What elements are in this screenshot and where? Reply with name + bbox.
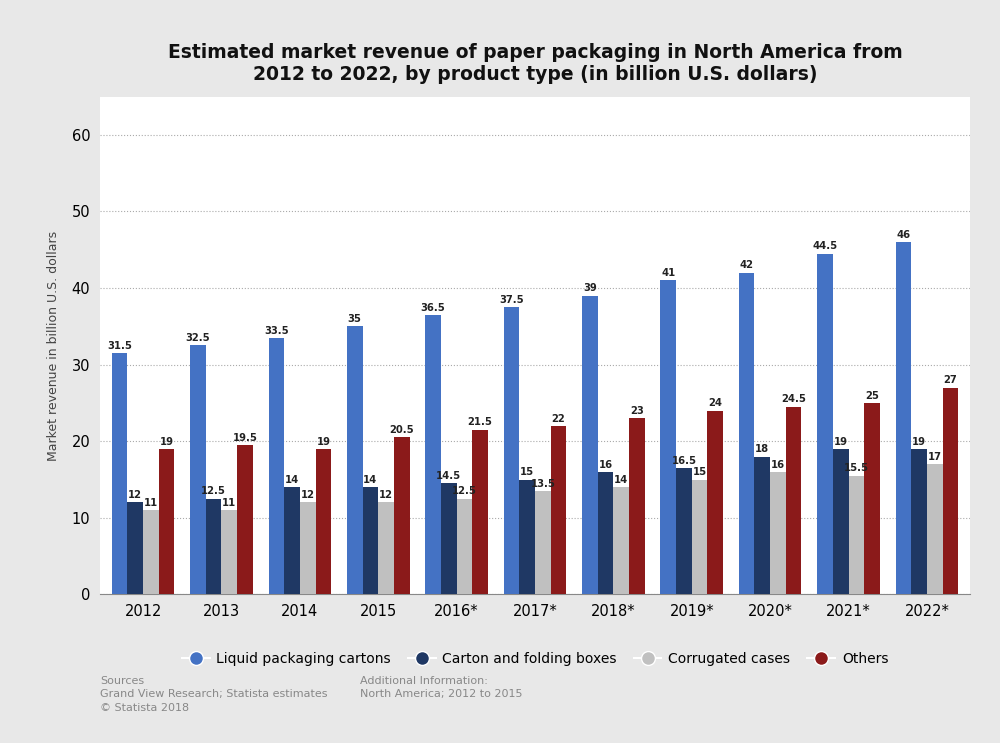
Text: 16: 16: [598, 460, 613, 470]
Text: 12.5: 12.5: [201, 487, 226, 496]
Bar: [770, 472, 786, 594]
Bar: [112, 353, 127, 594]
Bar: [425, 315, 441, 594]
Bar: [190, 345, 206, 594]
Text: 21.5: 21.5: [468, 418, 493, 427]
Bar: [284, 487, 300, 594]
Text: 11: 11: [144, 498, 158, 508]
Bar: [833, 449, 849, 594]
Text: 19.5: 19.5: [233, 432, 257, 443]
Text: 14: 14: [614, 475, 628, 485]
Bar: [221, 510, 237, 594]
Bar: [692, 479, 707, 594]
Bar: [457, 499, 472, 594]
Bar: [519, 479, 535, 594]
Bar: [786, 406, 801, 594]
Text: 17: 17: [928, 452, 942, 462]
Text: 42: 42: [740, 261, 754, 270]
Bar: [864, 403, 880, 594]
Bar: [676, 468, 692, 594]
Bar: [943, 388, 958, 594]
Bar: [849, 476, 864, 594]
Bar: [127, 502, 143, 594]
Bar: [911, 449, 927, 594]
Bar: [598, 472, 613, 594]
Text: 13.5: 13.5: [530, 478, 555, 489]
Legend: Liquid packaging cartons, Carton and folding boxes, Corrugated cases, Others: Liquid packaging cartons, Carton and fol…: [176, 646, 894, 671]
Bar: [817, 253, 833, 594]
Text: 12: 12: [379, 490, 393, 500]
Text: 22: 22: [552, 414, 565, 424]
Text: 39: 39: [583, 283, 597, 293]
Text: 19: 19: [912, 437, 926, 447]
Text: 41: 41: [661, 268, 675, 278]
Text: 35: 35: [348, 314, 362, 324]
Bar: [613, 487, 629, 594]
Text: 44.5: 44.5: [812, 241, 838, 251]
Text: 14: 14: [285, 475, 299, 485]
Text: 12.5: 12.5: [452, 487, 477, 496]
Bar: [378, 502, 394, 594]
Text: 32.5: 32.5: [186, 333, 210, 343]
Bar: [441, 484, 457, 594]
Bar: [660, 280, 676, 594]
Bar: [472, 429, 488, 594]
Bar: [347, 326, 363, 594]
Text: 37.5: 37.5: [499, 295, 524, 305]
Bar: [535, 491, 551, 594]
Text: 27: 27: [944, 375, 957, 386]
Text: 33.5: 33.5: [264, 325, 289, 336]
Text: 19: 19: [160, 437, 174, 447]
Bar: [739, 273, 754, 594]
Bar: [896, 242, 911, 594]
Bar: [707, 411, 723, 594]
Y-axis label: Market revenue in billion U.S. dollars: Market revenue in billion U.S. dollars: [47, 230, 60, 461]
Bar: [316, 449, 331, 594]
Text: 14.5: 14.5: [436, 471, 461, 481]
Bar: [300, 502, 316, 594]
Bar: [237, 445, 253, 594]
Text: 16.5: 16.5: [671, 455, 696, 466]
Text: 19: 19: [834, 437, 848, 447]
Bar: [206, 499, 221, 594]
Text: 15.5: 15.5: [844, 464, 869, 473]
Text: 14: 14: [363, 475, 378, 485]
Text: 24: 24: [708, 398, 722, 409]
Bar: [927, 464, 943, 594]
Text: 25: 25: [865, 391, 879, 400]
Text: 15: 15: [520, 467, 534, 477]
Bar: [269, 338, 284, 594]
Text: 16: 16: [771, 460, 785, 470]
Bar: [363, 487, 378, 594]
Text: 31.5: 31.5: [107, 341, 132, 351]
Bar: [754, 456, 770, 594]
Text: Sources
Grand View Research; Statista estimates
© Statista 2018: Sources Grand View Research; Statista es…: [100, 676, 328, 713]
Text: 46: 46: [896, 230, 910, 240]
Text: 36.5: 36.5: [421, 302, 445, 313]
Text: 11: 11: [222, 498, 236, 508]
Text: 23: 23: [630, 406, 644, 416]
Text: Additional Information:
North America; 2012 to 2015: Additional Information: North America; 2…: [360, 676, 522, 699]
Text: 20.5: 20.5: [389, 425, 414, 435]
Bar: [159, 449, 174, 594]
Text: 12: 12: [128, 490, 142, 500]
Bar: [394, 438, 410, 594]
Bar: [504, 307, 519, 594]
Bar: [551, 426, 566, 594]
Text: 15: 15: [693, 467, 707, 477]
Bar: [629, 418, 645, 594]
Title: Estimated market revenue of paper packaging in North America from
2012 to 2022, : Estimated market revenue of paper packag…: [168, 43, 902, 84]
Text: 12: 12: [301, 490, 315, 500]
Text: 19: 19: [316, 437, 330, 447]
Bar: [143, 510, 159, 594]
Text: 18: 18: [755, 444, 769, 454]
Text: 24.5: 24.5: [781, 395, 806, 404]
Bar: [582, 296, 598, 594]
